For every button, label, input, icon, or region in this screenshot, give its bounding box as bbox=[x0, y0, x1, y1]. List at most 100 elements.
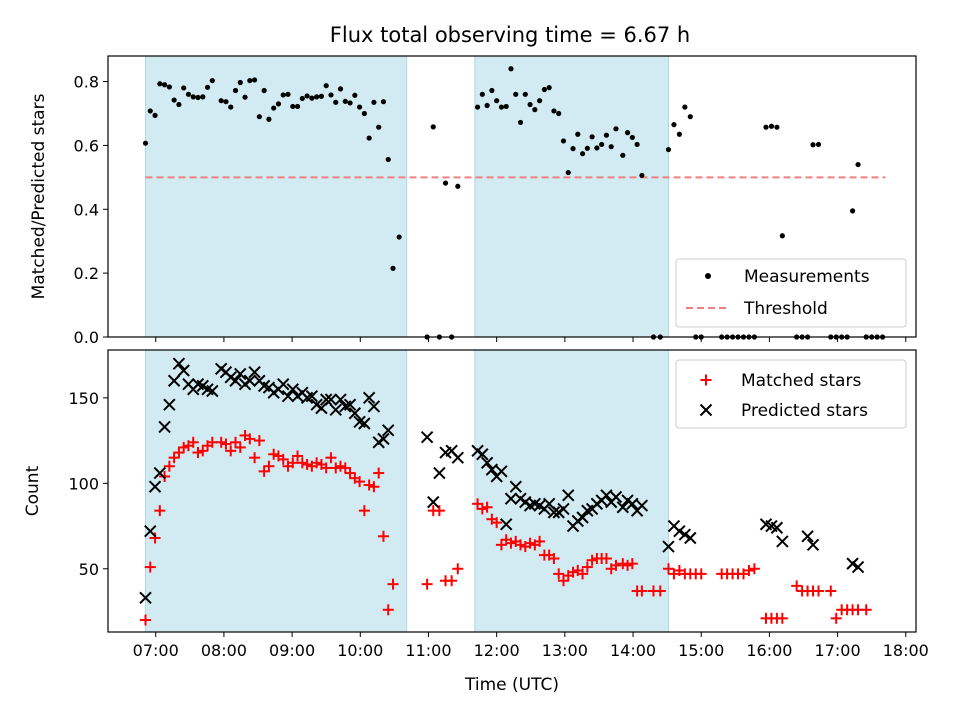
measurement-point bbox=[337, 86, 344, 92]
predicted-star-point bbox=[499, 518, 513, 531]
measurement-point bbox=[247, 77, 253, 84]
predicted-star-point bbox=[504, 492, 518, 505]
predicted-star-point bbox=[362, 391, 376, 405]
measurement-point bbox=[639, 172, 645, 179]
measurement-point bbox=[328, 92, 334, 98]
matched-star-point bbox=[253, 435, 265, 447]
predicted-star-point bbox=[557, 502, 570, 516]
matched-star-point bbox=[654, 585, 666, 597]
matched-star-point bbox=[339, 462, 351, 474]
matched-star-point bbox=[548, 553, 560, 565]
x-tick-label: 11:00 bbox=[405, 641, 451, 660]
matched-star-point bbox=[446, 575, 458, 587]
measurement-point bbox=[570, 146, 576, 152]
measurement-point bbox=[171, 97, 177, 103]
measurement-point bbox=[676, 131, 682, 137]
x-tick-label: 14:00 bbox=[610, 641, 656, 660]
measurement-point bbox=[200, 94, 206, 100]
predicted-star-point bbox=[277, 377, 290, 391]
measurement-point bbox=[603, 132, 610, 138]
legend-predicted-cross bbox=[699, 403, 713, 417]
measurement-point bbox=[565, 169, 571, 176]
x-tick-label: 10:00 bbox=[337, 641, 383, 660]
matched-star-point bbox=[481, 501, 493, 513]
measurement-point bbox=[266, 116, 272, 122]
bottom-y-tick-label: 150 bbox=[68, 389, 99, 408]
measurement-point bbox=[152, 112, 158, 118]
measurement-point bbox=[494, 98, 500, 104]
measurement-point bbox=[294, 103, 301, 110]
measurement-point bbox=[687, 114, 693, 120]
matched-star-point bbox=[626, 558, 638, 570]
matched-star-point bbox=[433, 505, 445, 517]
measurement-point bbox=[455, 183, 461, 189]
matched-star-point bbox=[149, 532, 161, 544]
predicted-star-point bbox=[382, 424, 395, 437]
measurement-point bbox=[779, 233, 785, 239]
measurement-point bbox=[371, 99, 377, 105]
predicted-star-point bbox=[673, 524, 686, 538]
measurement-point bbox=[849, 208, 856, 214]
matched-star-point bbox=[197, 445, 209, 457]
measurement-point bbox=[304, 93, 310, 99]
top-y-tick-label: 0.2 bbox=[74, 264, 99, 283]
measurement-point bbox=[357, 104, 363, 110]
measurement-point bbox=[503, 103, 509, 110]
predicted-star-point bbox=[509, 480, 522, 493]
matched-star-point bbox=[330, 462, 342, 474]
predicted-star-point bbox=[600, 489, 613, 502]
matched-star-point bbox=[695, 568, 707, 580]
x-tick-label: 17:00 bbox=[815, 641, 861, 660]
matched-star-point bbox=[225, 445, 237, 457]
matched-star-point bbox=[610, 559, 622, 571]
predicted-star-point bbox=[139, 591, 152, 605]
predicted-star-point bbox=[334, 393, 347, 406]
matched-star-point bbox=[187, 436, 199, 448]
matched-star-point bbox=[791, 580, 803, 592]
measurement-point bbox=[508, 66, 514, 72]
measurement-point bbox=[376, 124, 382, 130]
measurement-point bbox=[299, 95, 305, 102]
matched-star-point bbox=[287, 457, 299, 469]
measurement-point bbox=[589, 134, 595, 140]
measurement-point bbox=[161, 82, 168, 88]
measurement-point bbox=[532, 107, 538, 113]
predicted-star-point bbox=[485, 463, 499, 476]
matched-star-point bbox=[163, 460, 175, 472]
measurement-point bbox=[541, 86, 547, 93]
predicted-star-point bbox=[801, 530, 814, 543]
predicted-star-point bbox=[662, 540, 675, 553]
measurement-point bbox=[290, 103, 296, 110]
matched-star-point bbox=[622, 559, 634, 571]
measurement-point bbox=[323, 83, 329, 89]
matched-star-point bbox=[421, 578, 433, 590]
predicted-star-point bbox=[770, 521, 784, 534]
measurement-point bbox=[142, 140, 149, 146]
matched-star-point bbox=[220, 438, 232, 450]
measurement-point bbox=[479, 91, 485, 97]
predicted-star-point bbox=[243, 374, 257, 387]
x-tick-label: 09:00 bbox=[269, 641, 315, 660]
measurement-point bbox=[271, 105, 277, 111]
measurement-point bbox=[579, 151, 586, 157]
matched-star-point bbox=[325, 452, 337, 464]
measurement-point bbox=[513, 91, 519, 97]
predicted-star-point bbox=[367, 400, 381, 413]
measurement-point bbox=[537, 98, 543, 104]
top-y-tick-label: 0.4 bbox=[74, 200, 99, 219]
measurement-point bbox=[190, 94, 196, 100]
predicted-star-point bbox=[420, 430, 434, 444]
matched-star-point bbox=[249, 452, 261, 464]
measurement-point bbox=[361, 110, 367, 117]
measurement-point bbox=[489, 87, 495, 94]
predicted-star-point bbox=[377, 432, 390, 446]
measurement-point bbox=[763, 124, 769, 130]
predicted-star-point bbox=[158, 420, 171, 434]
measurement-point bbox=[594, 145, 600, 151]
measurement-point bbox=[166, 84, 172, 90]
measurement-point bbox=[498, 104, 505, 110]
bottom-axes-frame bbox=[107, 349, 917, 633]
measurement-point bbox=[385, 156, 391, 163]
measurement-point bbox=[517, 119, 524, 126]
